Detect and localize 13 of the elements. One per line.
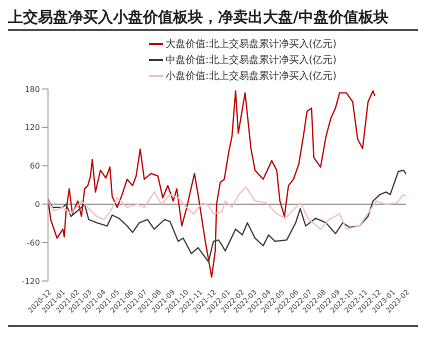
legend-label: 大盘价值:北上交易盘累计净买入(亿元) — [165, 38, 337, 51]
y-tick-label: 180 — [24, 84, 40, 94]
y-tick-label: -60 — [26, 238, 40, 248]
line-series — [48, 186, 406, 230]
chart-title: 上交易盘净买入小盘价值板块，净卖出大盘/中盘价值板块 — [8, 8, 418, 31]
y-tick-label: 0 — [34, 200, 40, 210]
legend-label: 中盘价值:北上交易盘累计净买入(亿元) — [165, 54, 337, 67]
line-series — [48, 90, 376, 278]
legend-label: 小盘价值:北上交易盘累计净买入(亿元) — [165, 70, 337, 83]
line-series — [48, 170, 406, 262]
y-tick-label: 60 — [30, 162, 40, 171]
y-tick-label: -120 — [22, 276, 40, 286]
y-tick-label: 120 — [24, 123, 40, 132]
